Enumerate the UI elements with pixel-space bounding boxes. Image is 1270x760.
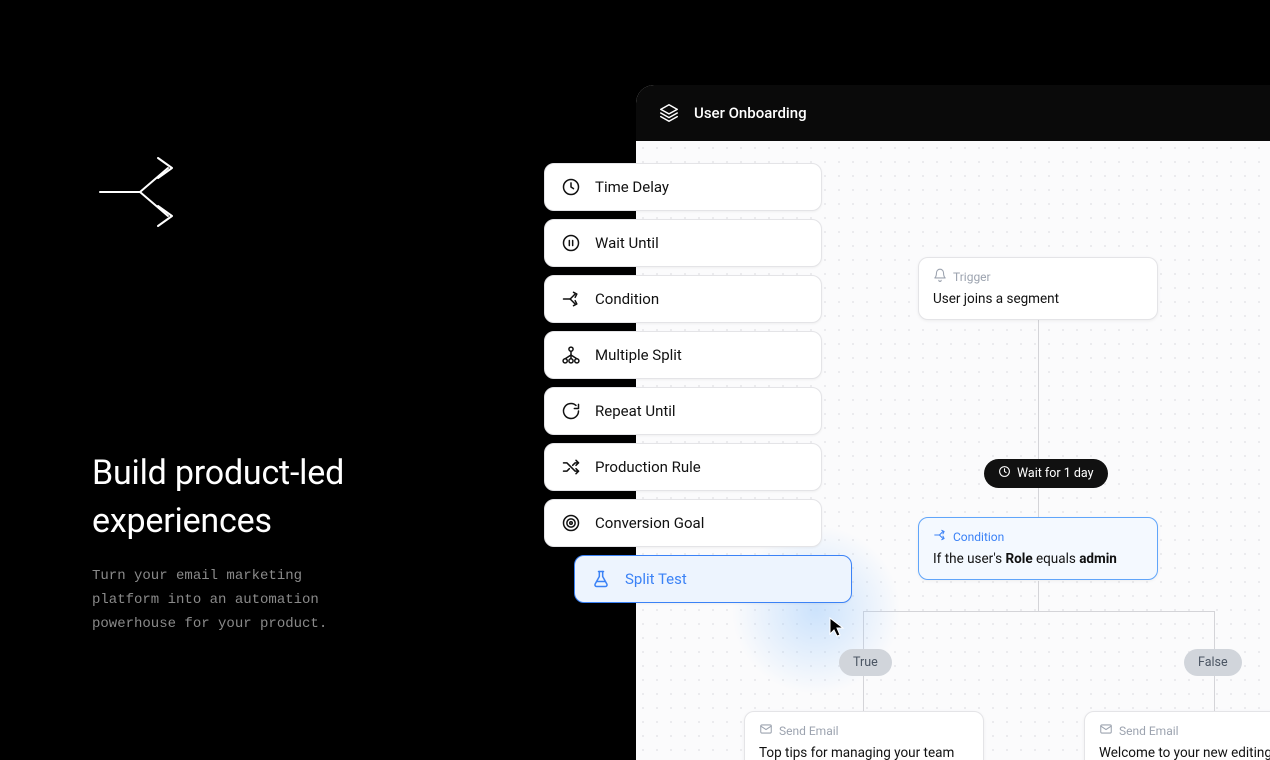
palette-item-multiple-split[interactable]: Multiple Split: [544, 331, 822, 379]
connector-line: [1038, 581, 1039, 611]
hero-sub-line2: platform into an automation: [92, 592, 319, 608]
layers-icon: [658, 102, 680, 124]
trigger-node-text: User joins a segment: [933, 291, 1143, 307]
palette-item-label: Time Delay: [595, 178, 669, 196]
wait-pill[interactable]: Wait for 1 day: [984, 459, 1108, 488]
palette-item-condition[interactable]: Condition: [544, 275, 822, 323]
clock-icon: [998, 465, 1011, 482]
palette-item-production-rule[interactable]: Production Rule: [544, 443, 822, 491]
tree-icon: [561, 345, 581, 365]
hero-sub-line3: powerhouse for your product.: [92, 616, 327, 632]
app-title: User Onboarding: [694, 104, 807, 122]
bell-icon: [933, 268, 947, 285]
branch-false-pill: False: [1184, 649, 1242, 676]
app-header: User Onboarding: [636, 85, 1270, 141]
branch-false-label: False: [1198, 655, 1228, 670]
palette-item-label: Conversion Goal: [595, 514, 704, 532]
mail-icon: [1099, 722, 1113, 739]
target-icon: [561, 513, 581, 533]
trigger-node-label: Trigger: [953, 270, 991, 284]
send-email-node[interactable]: Send Email Welcome to your new editing t…: [1084, 711, 1270, 760]
send-email-text: Welcome to your new editing tool 🔥: [1099, 745, 1270, 760]
palette-item-conversion-goal[interactable]: Conversion Goal: [544, 499, 822, 547]
hero-heading-line2: experiences: [92, 501, 272, 541]
mail-icon: [759, 722, 773, 739]
palette-item-split-test[interactable]: Split Test: [574, 555, 852, 603]
pause-icon: [561, 233, 581, 253]
hero-split-icon: [94, 150, 194, 234]
clock-icon: [561, 177, 581, 197]
connector-line: [1038, 485, 1039, 519]
send-email-label: Send Email: [779, 724, 839, 738]
trigger-node[interactable]: Trigger User joins a segment: [918, 257, 1158, 320]
node-palette: Time Delay Wait Until Condition Multiple…: [544, 163, 822, 611]
branch-true-label: True: [853, 655, 878, 670]
send-email-text: Top tips for managing your team: [759, 745, 969, 760]
send-email-node[interactable]: Send Email Top tips for managing your te…: [744, 711, 984, 760]
hero-heading-line1: Build product-led: [92, 453, 344, 493]
send-email-label: Send Email: [1119, 724, 1179, 738]
hero-heading: Build product-led experiences: [92, 450, 344, 545]
palette-item-label: Production Rule: [595, 458, 701, 476]
palette-item-repeat-until[interactable]: Repeat Until: [544, 387, 822, 435]
hero-subtext: Turn your email marketing platform into …: [92, 565, 432, 636]
split-icon: [933, 528, 947, 545]
condition-node-label: Condition: [953, 530, 1004, 544]
palette-item-label: Repeat Until: [595, 402, 676, 420]
hero-sub-line1: Turn your email marketing: [92, 568, 302, 584]
palette-item-label: Wait Until: [595, 234, 659, 252]
repeat-icon: [561, 401, 581, 421]
wait-pill-text: Wait for 1 day: [1017, 466, 1094, 481]
condition-node[interactable]: Condition If the user's Role equals admi…: [918, 517, 1158, 580]
branch-true-pill: True: [839, 649, 892, 676]
split-icon: [561, 289, 581, 309]
flask-icon: [591, 569, 611, 589]
palette-item-label: Split Test: [625, 570, 687, 588]
app-window: User Onboarding Trigger User joins a seg…: [636, 85, 1270, 760]
shuffle-icon: [561, 457, 581, 477]
connector-line: [863, 611, 1215, 612]
condition-node-text: If the user's Role equals admin: [933, 551, 1143, 567]
palette-item-label: Condition: [595, 290, 659, 308]
palette-item-wait-until[interactable]: Wait Until: [544, 219, 822, 267]
connector-line: [1038, 319, 1039, 459]
palette-item-time-delay[interactable]: Time Delay: [544, 163, 822, 211]
palette-item-label: Multiple Split: [595, 346, 682, 364]
